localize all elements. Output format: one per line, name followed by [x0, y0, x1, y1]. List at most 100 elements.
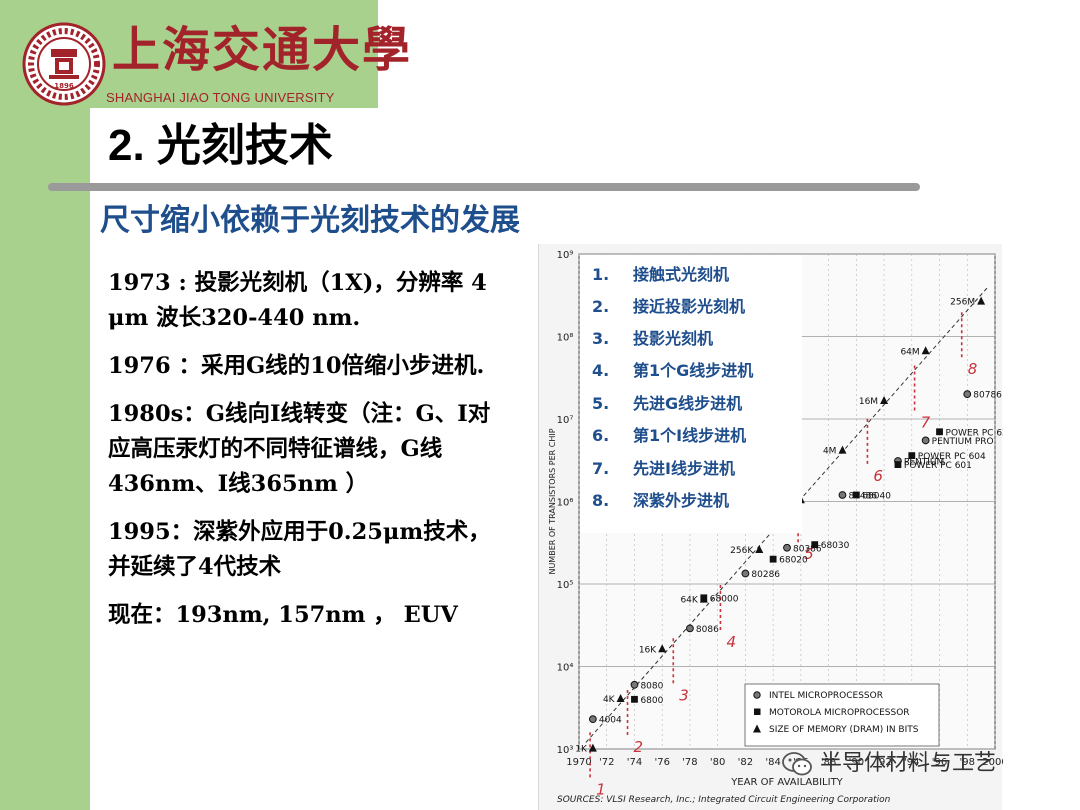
data-point-label: 64M: [900, 347, 919, 357]
data-point-label: 68030: [821, 541, 850, 551]
motorola-point: [631, 695, 638, 703]
stage-marker-label: 1: [596, 780, 606, 798]
dram-point: [699, 594, 708, 603]
data-point-label: 80786: [973, 391, 1002, 401]
data-point-label: 80386: [793, 544, 822, 554]
dram-point: [921, 346, 930, 355]
data-point-label: POWER PC 620: [946, 428, 1003, 438]
title-divider: [48, 183, 920, 191]
data-point-label: 80286: [751, 570, 780, 580]
x-tick-label: '96: [932, 757, 947, 768]
motorola-point: [769, 555, 777, 563]
y-tick-label: 10⁷: [557, 415, 574, 426]
intel-point: [921, 436, 930, 445]
x-tick-label: '82: [738, 757, 753, 768]
data-point-label: PENTIUM: [904, 457, 944, 467]
data-point-label: 256M: [950, 298, 975, 308]
y-tick-label: 10⁸: [557, 333, 574, 344]
stage-item-1: 1. 接触式光刻机: [580, 261, 802, 289]
x-tick-label: 1970: [566, 757, 591, 768]
y-tick-label: 10⁴: [557, 663, 574, 674]
y-tick-label: 10⁹: [557, 250, 574, 261]
legend-entry-label: SIZE OF MEMORY (DRAM) IN BITS: [769, 725, 919, 735]
logo-year: 1896: [54, 82, 74, 90]
dram-point: [588, 743, 597, 752]
data-point-label: POWER PC 601: [904, 461, 972, 471]
motorola-point: [894, 461, 902, 469]
motorola-point: [908, 452, 916, 460]
chart-source: SOURCES: VLSI Research, Inc.; Integrated…: [557, 795, 891, 805]
stage-number: 2.: [592, 297, 610, 316]
stage-label: 投影光刻机: [633, 329, 714, 348]
x-tick-label: 2000: [982, 757, 1003, 768]
university-name-cn: 上海交通大學: [112, 22, 413, 78]
university-seal-logo: 1896: [22, 22, 106, 106]
motorola-point: [852, 491, 860, 499]
x-tick-label: '78: [682, 757, 697, 768]
y-axis-label: NUMBER OF TRANSISTORS PER CHIP: [548, 428, 557, 574]
stage-label: 深紫外步进机: [633, 491, 730, 510]
x-tick-label: '94: [904, 757, 919, 768]
dram-point: [658, 644, 667, 653]
y-tick-label: 10³: [557, 745, 574, 756]
wechat-watermark: 半导体材料与工艺: [782, 748, 1062, 780]
dram-point: [977, 296, 986, 305]
stage-marker-label: 6: [873, 467, 883, 485]
left-green-band: [0, 0, 90, 810]
legend-entry-label: INTEL MICROPROCESSOR: [769, 691, 883, 701]
intel-point: [630, 680, 639, 689]
x-tick-label: '90: [849, 757, 864, 768]
stage-number: 4.: [592, 361, 610, 380]
stage-item-8: 8. 深紫外步进机: [580, 487, 802, 515]
x-axis-label: YEAR OF AVAILABILITY: [730, 777, 843, 788]
stage-label: 第1个G线步进机: [633, 361, 754, 380]
body-text-block: 1973 : 投影光刻机（1X)，分辨率 4 μm 波长320-440 nm. …: [108, 266, 508, 646]
stage-number: 5.: [592, 394, 610, 413]
data-point-label: 1K: [575, 745, 588, 755]
data-point-label: 4M: [823, 447, 837, 457]
data-point-label: 16K: [639, 645, 657, 655]
dram-point: [616, 693, 625, 702]
x-tick-label: '92: [876, 757, 891, 768]
stage-marker-label: 7: [921, 414, 931, 432]
stage-number: 8.: [592, 491, 610, 510]
y-tick-label: 10⁶: [557, 498, 574, 509]
body-paragraph-1995: 1995：深紫外应用于0.25μm技术，并延续了4代技术: [108, 519, 491, 580]
data-point-label: 6800: [640, 696, 663, 706]
data-point-label: 4K: [603, 695, 616, 705]
data-point-label: 8086: [696, 625, 719, 635]
stage-item-3: 3. 投影光刻机: [580, 325, 802, 353]
stage-marker-label: 8: [968, 360, 978, 378]
stage-label: 先进I线步进机: [633, 459, 735, 478]
legend-motorola-marker: [754, 708, 761, 715]
stage-item-6: 6. 第1个I线步进机: [580, 422, 802, 450]
stage-number: 3.: [592, 329, 610, 348]
x-tick-label: '80: [710, 757, 725, 768]
stage-number: 1.: [592, 265, 610, 284]
stage-marker-label: 4: [726, 633, 736, 651]
stage-item-2: 2. 接近投影光刻机: [580, 293, 802, 321]
wechat-icon: [782, 752, 812, 776]
stage-item-5: 5. 先进G线步进机: [580, 390, 802, 418]
stage-label: 接近投影光刻机: [633, 297, 746, 316]
stage-marker-label: 2: [634, 738, 644, 756]
dram-point: [880, 395, 889, 404]
data-point-label: PENTIUM PRO: [932, 437, 994, 447]
body-paragraph-1973: 1973 : 投影光刻机（1X)，分辨率 4 μm 波长320-440 nm.: [108, 270, 487, 331]
motorola-point: [936, 428, 943, 436]
stage-number: 7.: [592, 459, 610, 478]
university-name-en: SHANGHAI JIAO TONG UNIVERSITY: [106, 90, 335, 105]
x-tick-label: '88: [821, 757, 836, 768]
body-paragraph-now: 现在：193nm, 157nm ， EUV: [108, 602, 458, 628]
body-paragraph-1980s: 1980s：G线向I线转变（注：G、I对应高压汞灯的不同特征谱线，G线436nm…: [108, 401, 491, 497]
data-point-label: 68000: [710, 594, 739, 604]
stage-marker-label: 5: [804, 545, 814, 563]
intel-point: [588, 715, 597, 724]
y-tick-label: 10⁵: [557, 580, 574, 591]
dram-point: [755, 544, 764, 553]
stage-item-4: 4. 第1个G线步进机: [580, 357, 802, 385]
legend-intel-marker: [753, 691, 761, 699]
stage-number: 6.: [592, 426, 610, 445]
data-point-label: 68020: [779, 556, 808, 566]
intel-point: [741, 569, 750, 578]
